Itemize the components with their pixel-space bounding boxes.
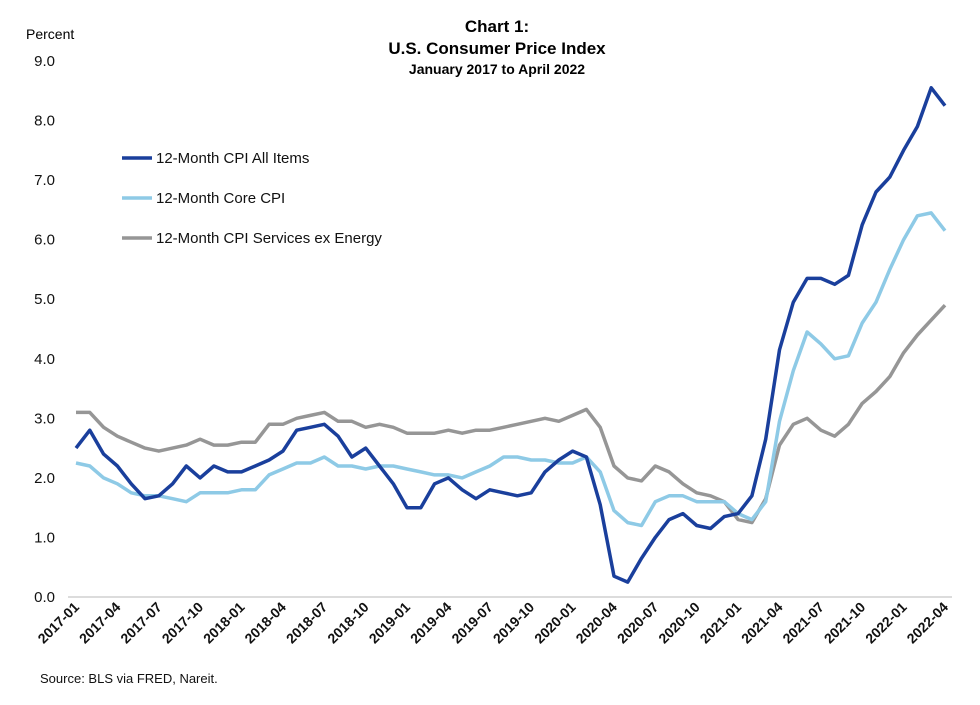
x-tick-label: 2020-07: [614, 599, 662, 647]
y-tick-label: 3.0: [34, 410, 55, 427]
legend-label: 12-Month CPI All Items: [156, 150, 309, 167]
x-tick-label: 2018-10: [324, 599, 372, 647]
x-tick-label: 2021-01: [697, 599, 745, 647]
y-tick-label: 1.0: [34, 529, 55, 546]
x-tick-label: 2019-01: [366, 599, 414, 647]
chart-date-range: January 2017 to April 2022: [409, 61, 585, 77]
x-tick-label: 2021-04: [738, 599, 786, 647]
chart-title: Chart 1:: [465, 17, 529, 36]
x-tick-label: 2019-04: [407, 599, 455, 647]
y-tick-label: 4.0: [34, 351, 55, 368]
y-tick-label: 7.0: [34, 172, 55, 189]
x-tick-label: 2019-10: [490, 599, 538, 647]
series-line-0: [74, 86, 947, 584]
series-line-1: [75, 211, 947, 528]
legend-label: 12-Month CPI Services ex Energy: [156, 230, 382, 247]
x-tick-label: 2017-04: [76, 599, 124, 647]
legend-label: 12-Month Core CPI: [156, 190, 285, 207]
x-tick-label: 2018-01: [200, 599, 248, 647]
x-tick-label: 2020-01: [531, 599, 579, 647]
y-tick-label: 8.0: [34, 113, 55, 130]
x-tick-label: 2017-07: [117, 599, 165, 647]
y-axis-label: Percent: [26, 26, 74, 42]
y-tick-label: 0.0: [34, 589, 55, 606]
x-tick-label: 2019-07: [448, 599, 496, 647]
y-tick-label: 2.0: [34, 470, 55, 487]
x-tick-label: 2017-10: [159, 599, 207, 647]
x-tick-label: 2018-04: [241, 599, 289, 647]
x-tick-label: 2018-07: [283, 599, 331, 647]
y-tick-label: 9.0: [34, 53, 55, 70]
y-tick-label: 5.0: [34, 291, 55, 308]
x-tick-label: 2022-01: [862, 599, 910, 647]
x-tick-label: 2021-07: [779, 599, 827, 647]
x-tick-label: 2020-04: [572, 599, 620, 647]
source-note: Source: BLS via FRED, Nareit.: [40, 671, 218, 686]
x-tick-label: 2021-10: [821, 599, 869, 647]
chart-subtitle: U.S. Consumer Price Index: [388, 39, 606, 58]
x-tick-label: 2020-10: [655, 599, 703, 647]
y-tick-label: 6.0: [34, 232, 55, 249]
x-tick-label: 2022-04: [903, 599, 951, 647]
series-line-2: [76, 304, 947, 525]
